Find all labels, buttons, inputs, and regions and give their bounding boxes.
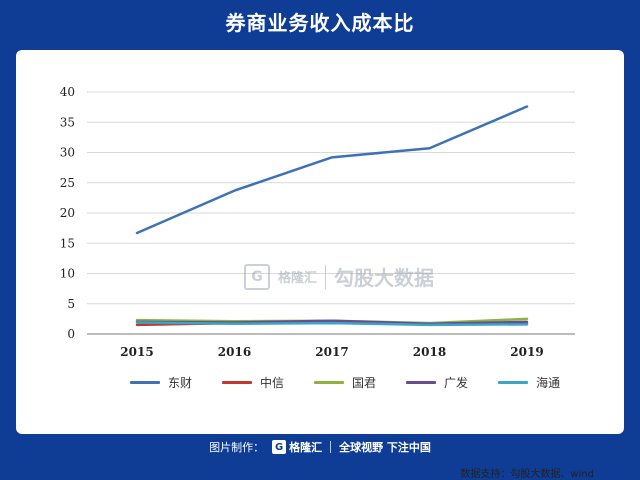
series-line-东财 [135,105,529,235]
legend-item: 国君 [314,374,376,391]
footer-logo: G 格隆汇 [272,439,322,455]
y-tick-label: 0 [67,327,75,341]
legend-swatch [498,380,529,384]
y-tick-label: 35 [60,115,75,129]
footer: 图片制作： G 格隆汇 全球视野 下注中国 [0,434,640,460]
series-line-海通 [135,321,529,327]
chart-panel: 0 5 10 15 20 25 30 35 40 2015 2016 2017 2018 2019 G 格… [16,50,624,480]
legend-label: 广发 [444,375,469,390]
y-tick-label: 5 [67,297,75,311]
watermark-divider [325,264,327,289]
footer-made-by: 图片制作： [209,441,265,454]
data-source: 数据支持：勾股大数据、wind [460,469,594,480]
legend-label: 东财 [168,375,193,390]
x-tick-label: 2017 [315,345,348,359]
legend-label: 中信 [260,375,285,390]
legend-swatch [222,380,253,384]
watermark: G 格隆汇 勾股大数据 [244,262,434,291]
y-tick-label: 10 [60,267,75,281]
legend-label: 国君 [352,375,377,390]
x-tick-label: 2018 [413,345,446,359]
footer-divider [330,441,332,453]
legend-item: 广发 [406,374,468,391]
legend-label: 海通 [536,375,561,390]
x-tick-label: 2019 [510,345,543,359]
footer-logo-icon: G [272,440,287,454]
page-title: 券商业务收入成本比 [225,11,415,35]
legend-swatch [406,380,437,384]
legend-swatch [314,380,345,384]
watermark-product: 勾股大数据 [334,266,435,290]
y-tick-label: 25 [60,176,75,190]
legend-item: 海通 [498,374,560,391]
legend-swatch [130,380,160,384]
footer-brand: 格隆汇 [289,441,323,454]
line-chart: 0 5 10 15 20 25 30 35 40 2015 2016 2017 2018 2019 [60,85,575,359]
y-tick-label: 30 [60,146,75,160]
chart-legend: 东财 中信 国君 广发 海通 [130,372,570,392]
y-tick-label: 15 [60,236,75,250]
watermark-logo-icon: G [244,263,270,290]
legend-item: 中信 [222,374,284,391]
x-tick-label: 2015 [120,345,153,359]
y-tick-label: 40 [60,85,75,99]
legend-item: 东财 [130,374,192,391]
x-tick-label: 2016 [218,345,251,359]
footer-slogan: 全球视野 下注中国 [339,441,431,454]
watermark-brand: 格隆汇 [278,271,318,286]
y-tick-label: 20 [60,206,75,220]
